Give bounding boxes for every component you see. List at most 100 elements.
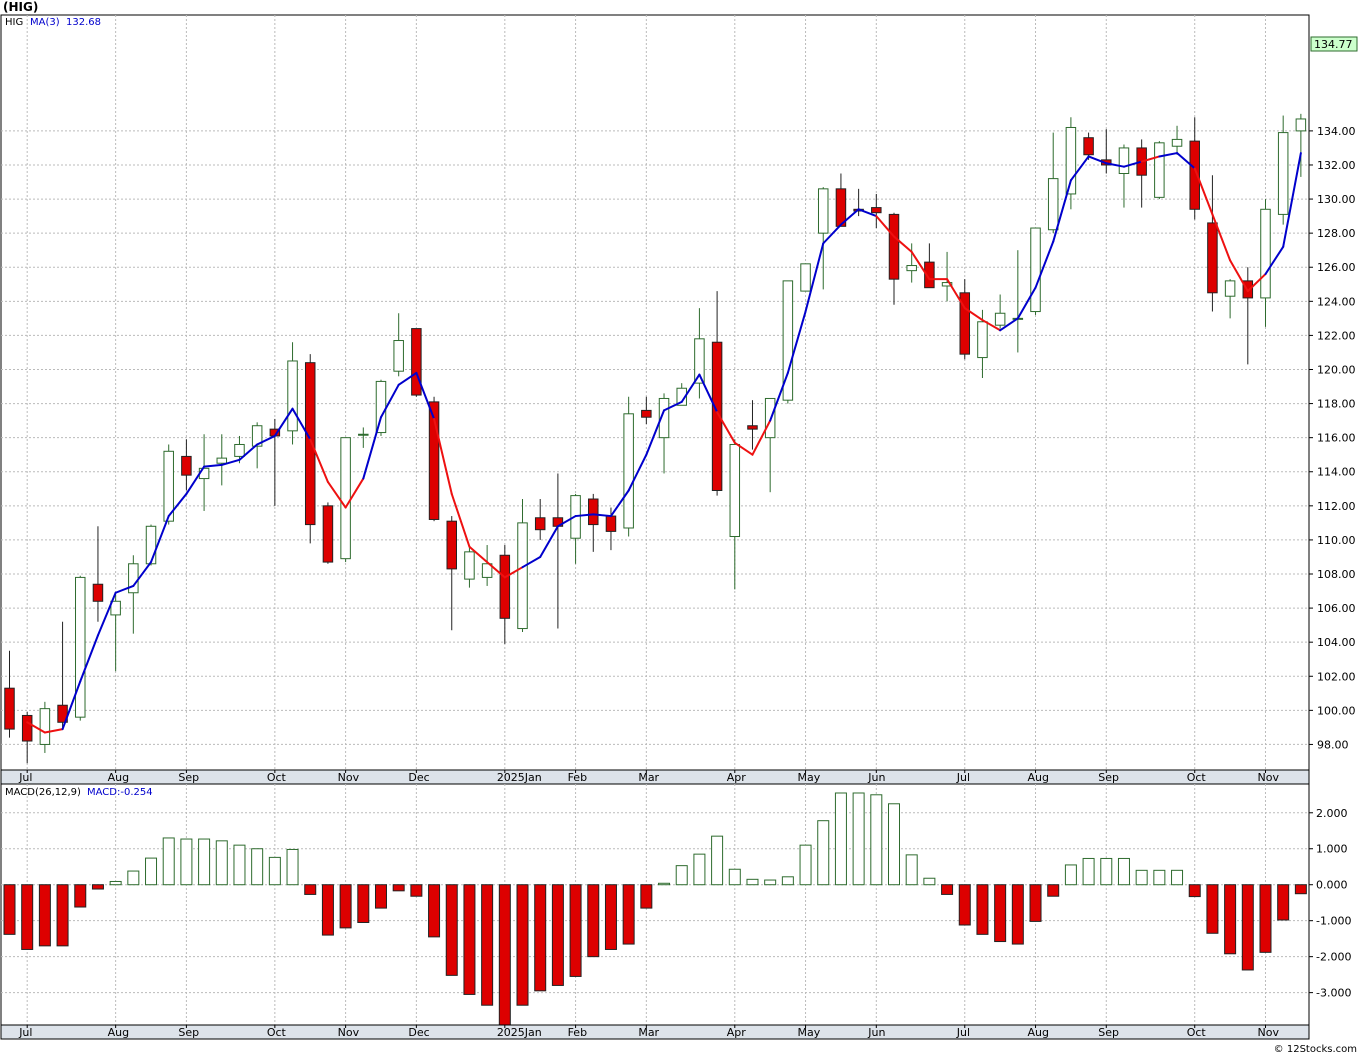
ma-segment (733, 441, 754, 456)
ma-segment (1229, 259, 1249, 293)
macd-bar (994, 884, 1007, 943)
candle (287, 342, 298, 445)
candle (906, 243, 917, 283)
candle-body (1277, 132, 1289, 215)
y-tick-label: 100.00 (1317, 704, 1356, 717)
y-tick-label: 122.00 (1317, 329, 1356, 342)
candle (729, 439, 741, 590)
candle-body (499, 554, 511, 619)
macd-y-axis: -3.000 -2.000 -1.000 0.000 1.000 2.000 (1309, 807, 1351, 1000)
candle-body (1065, 126, 1077, 195)
macd-panel: -3.000 -2.000 -1.000 0.000 1.000 2.000 MACD(2… (0, 783, 1351, 1026)
ma-segment (1122, 160, 1143, 168)
macd-bar (958, 884, 971, 926)
x-tick-label: Jul (956, 1026, 970, 1039)
macd-bar (162, 837, 175, 886)
candle-body (110, 600, 121, 616)
last-price-value: 134.77 (1314, 38, 1353, 51)
macd-y-tick-label: -1.000 (1316, 915, 1351, 928)
macd-bar (463, 884, 476, 995)
ma-segment (291, 407, 312, 441)
candle-body (782, 280, 794, 401)
candle-body (517, 522, 528, 630)
candle (499, 545, 511, 644)
ma-segment (645, 409, 666, 456)
ma-segment (61, 680, 82, 731)
candle (835, 173, 847, 227)
macd-bar (640, 884, 653, 909)
candle-body (92, 583, 104, 602)
x-tick-label: Jul (18, 1026, 32, 1039)
y-tick-label: 134.00 (1317, 125, 1356, 138)
macd-bar (91, 884, 104, 890)
macd-bar (374, 884, 387, 909)
candle-body (340, 437, 351, 560)
candle (817, 187, 829, 290)
candle (747, 400, 758, 450)
price-panel: 98.00 100.00 102.00 104.00 106.00 108.00 110.0… (0, 14, 1358, 771)
macd-bar (622, 884, 635, 945)
x-tick-label: Oct (1187, 1026, 1207, 1039)
macd-y-tick-label: 2.000 (1316, 807, 1348, 820)
macd-bar (215, 840, 228, 886)
candle-body (994, 312, 1006, 326)
candle-body (1207, 222, 1218, 294)
candle-body (21, 714, 33, 742)
candle-body (234, 443, 245, 457)
macd-bar (38, 884, 51, 947)
candle (1118, 144, 1130, 208)
ma-segment (503, 566, 524, 579)
macd-bar (728, 868, 741, 886)
x-tick-label: Feb (568, 1026, 587, 1039)
macd-bar (799, 844, 812, 886)
ma-segment (43, 728, 64, 734)
ma-segment (769, 371, 789, 422)
price-x-axis: Jul Aug Sep Oct Nov Dec 2025Jan Feb Mar Apr May Jun… (0, 769, 1310, 785)
ma-segment (185, 465, 206, 495)
ma-segment (609, 489, 630, 518)
candle (623, 396, 634, 537)
macd-bar (834, 792, 847, 886)
candle (145, 524, 157, 566)
ma-segment (857, 208, 878, 218)
macd-bar (870, 794, 883, 886)
ma-segment (1158, 152, 1179, 158)
macd-bar (392, 884, 405, 892)
candle (428, 396, 440, 522)
ma-segment (1052, 179, 1072, 243)
ma-segment (468, 545, 489, 564)
candle-body (729, 443, 741, 538)
candle-body (145, 525, 157, 565)
x-tick-label: Jul (18, 771, 32, 784)
macd-bar (781, 876, 794, 886)
macd-bar (516, 884, 529, 1006)
ma-segment (114, 584, 135, 594)
candle (21, 712, 33, 764)
ma-segment (167, 492, 188, 518)
macd-bar (923, 877, 936, 886)
ma-segment (556, 515, 577, 528)
candle-body (1189, 140, 1200, 210)
candle (1171, 125, 1183, 155)
candle (924, 243, 935, 289)
x-tick-label: Nov (1257, 771, 1279, 784)
ma-segment (1282, 152, 1302, 248)
ma-segment (132, 561, 153, 587)
legend-ma-value: 132.68 (66, 17, 101, 28)
macd-bar (198, 838, 211, 886)
ma-line (26, 152, 1302, 734)
macd-bar (1011, 884, 1024, 945)
macd-bar (1117, 857, 1130, 886)
candle (517, 499, 528, 632)
ma-segment (839, 208, 860, 226)
macd-bar (410, 884, 423, 897)
candle (1154, 141, 1165, 200)
candle-body (75, 576, 86, 718)
macd-bar (587, 884, 600, 958)
x-tick-label: Aug (1028, 771, 1049, 784)
candle (481, 545, 493, 586)
macd-bar (145, 857, 158, 886)
candle (411, 328, 422, 397)
candle-body (1260, 208, 1271, 299)
macd-bar (1135, 869, 1148, 886)
